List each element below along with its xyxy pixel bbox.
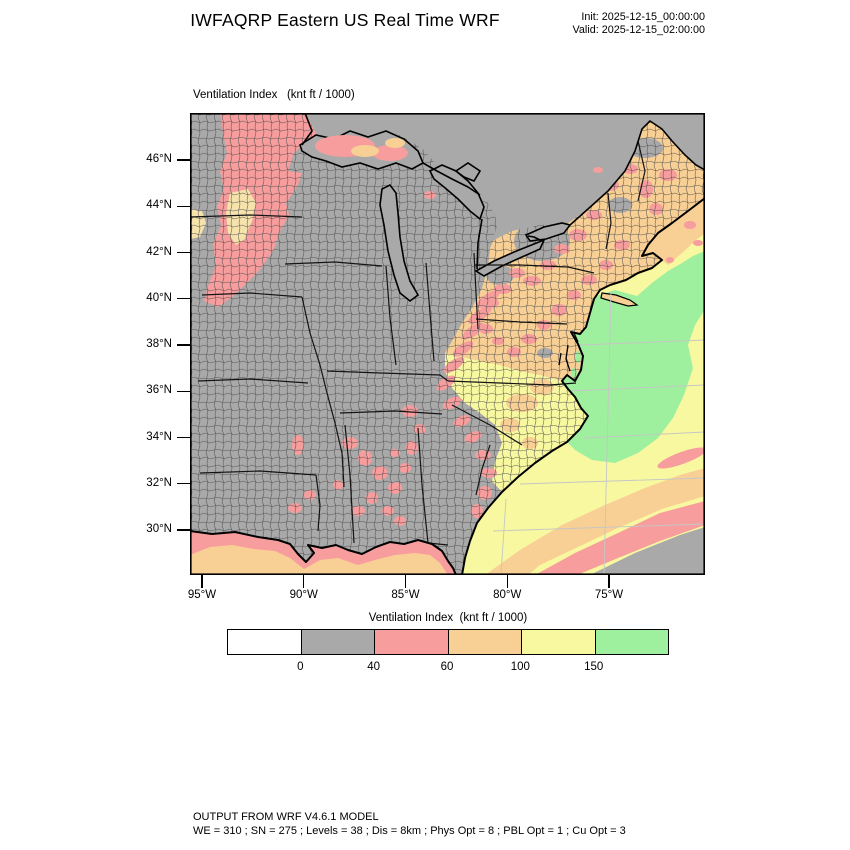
lat-tick-mark xyxy=(177,390,190,392)
offshore-pink-streak xyxy=(657,447,705,469)
gulf-coastline xyxy=(190,530,457,575)
lat-tick-mark xyxy=(177,344,190,346)
lat-tick-label: 46°N xyxy=(146,153,172,165)
lat-tick-mark xyxy=(177,251,190,254)
atlantic-green xyxy=(562,251,705,463)
map-field-label: Ventilation Index (knt ft / 1000) xyxy=(193,89,355,101)
maine-offshore-pink-dots xyxy=(666,221,703,263)
southeast-tan-band xyxy=(485,468,705,575)
lon-tick-mark xyxy=(201,575,203,588)
legend-tick-label: 40 xyxy=(367,661,381,673)
lat-tick-mark xyxy=(177,205,190,207)
lat-tick-mark xyxy=(177,483,190,485)
coastlines xyxy=(190,113,705,575)
lake-erie xyxy=(474,238,546,277)
lat-tick-label: 36°N xyxy=(146,384,172,397)
lat-tick-label: 42°N xyxy=(146,245,172,258)
lon-tick-label: 75°W xyxy=(594,589,624,601)
init-time-label: Init: 2025-12-15_00:00:00 xyxy=(581,11,705,23)
southeast-gray-corner xyxy=(590,527,705,575)
ocean-graticule xyxy=(492,290,705,575)
georgian-bay xyxy=(454,162,482,182)
lat-tick-mark xyxy=(177,298,190,300)
legend-tick-label: 150 xyxy=(584,661,604,673)
legend-color-cell xyxy=(374,630,448,654)
chesapeake-inlets xyxy=(558,332,579,372)
lake-huron xyxy=(428,164,485,221)
legend-tick-label: 100 xyxy=(510,661,530,673)
lat-tick-mark xyxy=(177,159,190,161)
lat-tick-mark xyxy=(177,436,190,439)
lon-tick-mark xyxy=(506,575,508,588)
lon-tick-label: 80°W xyxy=(493,589,522,601)
atlantic-coastline xyxy=(461,197,705,575)
lon-tick-label: 90°W xyxy=(289,589,318,601)
legend-colorbar xyxy=(227,629,669,655)
canada-border xyxy=(301,113,705,270)
footer-model-line: OUTPUT FROM WRF V4.6.1 MODEL xyxy=(193,811,379,823)
lat-tick-mark xyxy=(177,529,190,531)
legend-color-cell xyxy=(594,630,668,654)
legend-color-cell xyxy=(447,630,521,654)
southeast-pink-band xyxy=(535,501,705,575)
run-time-block: Init: 2025-12-15_00:00:00 Valid: 2025-12… xyxy=(505,11,705,37)
lake-ontario xyxy=(524,222,572,242)
maine-offshore-tan xyxy=(642,198,705,265)
legend-color-cell xyxy=(521,630,595,654)
lon-tick-mark xyxy=(608,575,610,588)
lake-michigan xyxy=(379,183,420,303)
gulf-region xyxy=(190,531,456,575)
lon-tick-mark xyxy=(404,575,407,588)
state-boundaries xyxy=(190,140,646,546)
footer-config-line: WE = 310 ; SN = 275 ; Levels = 38 ; Dis … xyxy=(193,824,626,837)
page-title: IWFAQRP Eastern US Real Time WRF xyxy=(190,10,500,30)
legend-tick-label: 60 xyxy=(440,661,454,673)
lat-tick-label: 40°N xyxy=(146,291,172,304)
map-frame xyxy=(190,113,705,575)
lon-tick-label: 85°W xyxy=(391,589,420,601)
legend-color-cell xyxy=(228,630,301,654)
long-island xyxy=(600,292,639,307)
legend-color-cell xyxy=(300,630,374,654)
wrf-map-canvas xyxy=(190,113,705,575)
lake-superior-contours xyxy=(315,135,408,161)
lat-tick-label: 44°N xyxy=(146,199,172,212)
atlantic-region xyxy=(462,198,705,575)
legend-tick-label: 0 xyxy=(297,661,304,673)
lat-tick-label: 30°N xyxy=(146,523,172,535)
lat-tick-label: 38°N xyxy=(146,338,172,350)
lat-tick-label: 34°N xyxy=(146,430,172,443)
valid-time-label: Valid: 2025-12-15_02:00:00 xyxy=(572,24,705,36)
lon-tick-label: 95°W xyxy=(187,589,217,601)
lon-tick-mark xyxy=(303,575,305,588)
lat-tick-label: 32°N xyxy=(146,476,172,489)
gulf-coastal-pink-band xyxy=(190,531,456,575)
canada-region xyxy=(305,113,705,241)
legend-title: Ventilation Index (knt ft / 1000) xyxy=(368,612,528,624)
